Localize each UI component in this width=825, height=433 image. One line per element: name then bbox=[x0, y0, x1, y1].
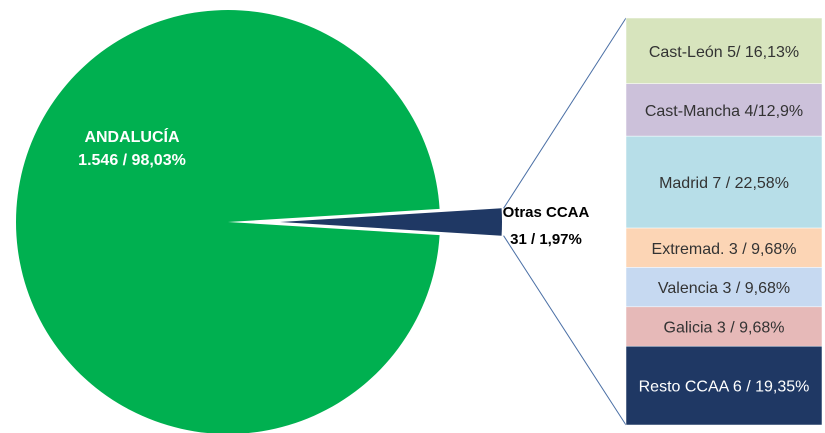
bar-label-madrid: Madrid 7 / 22,58% bbox=[659, 175, 789, 192]
connector-line-top bbox=[503, 17, 627, 209]
bar-segment-extremad bbox=[625, 227, 823, 268]
pie-label-otras-ccaa-value: 31 / 1,97% bbox=[510, 231, 582, 248]
pie-label-andalucia-name: ANDALUCÍA bbox=[84, 127, 180, 146]
pie-slice-otras-ccaa bbox=[280, 208, 503, 236]
connector-line-bottom bbox=[503, 235, 627, 426]
bar-segment-valencia bbox=[625, 267, 823, 308]
bar-segment-galicia bbox=[625, 306, 823, 347]
bar-segment-madrid bbox=[625, 135, 823, 229]
bar-segment-resto-ccaa bbox=[625, 345, 823, 426]
pie-label-otras-ccaa-name: Otras CCAA bbox=[503, 204, 590, 221]
bar-label-resto-ccaa: Resto CCAA 6 / 19,35% bbox=[639, 379, 810, 396]
bar-label-galicia: Galicia 3 / 9,68% bbox=[664, 320, 785, 337]
bar-label-extremad: Extremad. 3 / 9,68% bbox=[652, 241, 797, 258]
pie-slice-andalucia bbox=[16, 10, 440, 433]
pie-label-andalucia-value: 1.546 / 98,03% bbox=[78, 152, 186, 169]
bar-label-cast-mancha: Cast-Mancha 4/12,9% bbox=[645, 103, 803, 120]
bar-segment-cast-leon bbox=[625, 17, 823, 84]
bar-label-cast-leon: Cast-León 5/ 16,13% bbox=[649, 44, 799, 61]
bar-label-valencia: Valencia 3 / 9,68% bbox=[658, 280, 790, 297]
